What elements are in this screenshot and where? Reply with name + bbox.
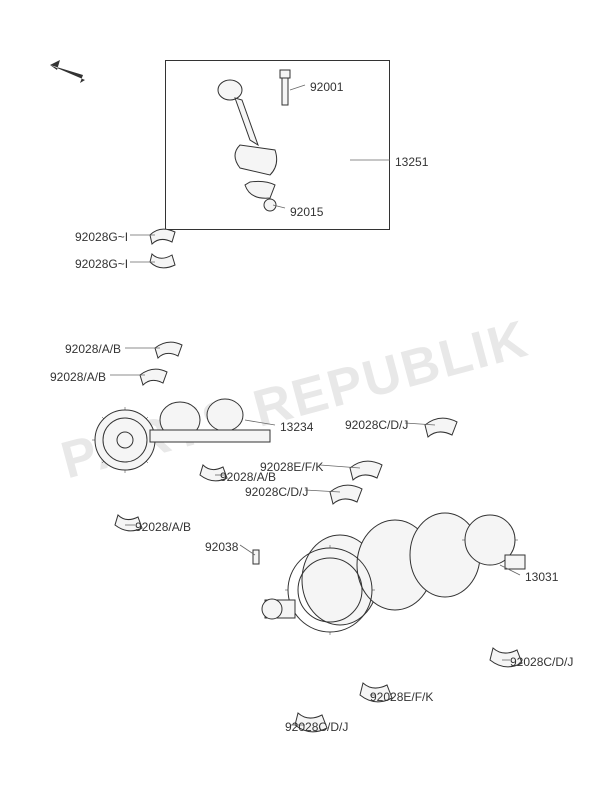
part-label: 13031 [525, 570, 558, 584]
parts-diagram [0, 0, 589, 799]
direction-arrow-icon [45, 55, 95, 90]
part-label: 92001 [310, 80, 343, 94]
part-label: 92028/A/B [50, 370, 106, 384]
part-label: 92015 [290, 205, 323, 219]
part-label: 92028E/F/K [260, 460, 323, 474]
part-label: 92038 [205, 540, 238, 554]
part-label: 13234 [280, 420, 313, 434]
part-label: 92028G~I [75, 257, 128, 271]
part-label: 92028/A/B [135, 520, 191, 534]
part-label: 92028C/D/J [510, 655, 573, 669]
part-label: 92028C/D/J [245, 485, 308, 499]
part-label: 92028C/D/J [345, 418, 408, 432]
bearing-shell [150, 229, 175, 244]
part-label: 92028/A/B [65, 342, 121, 356]
part-label: 92028G~I [75, 230, 128, 244]
balancer-shaft-part [92, 342, 270, 531]
woodruff-key [253, 550, 259, 564]
bearing-shell [150, 254, 175, 268]
part-label: 13251 [395, 155, 428, 169]
part-label: 92028E/F/K [370, 690, 433, 704]
part-label: 92028C/D/J [285, 720, 348, 734]
connecting-rod-part [218, 70, 290, 211]
